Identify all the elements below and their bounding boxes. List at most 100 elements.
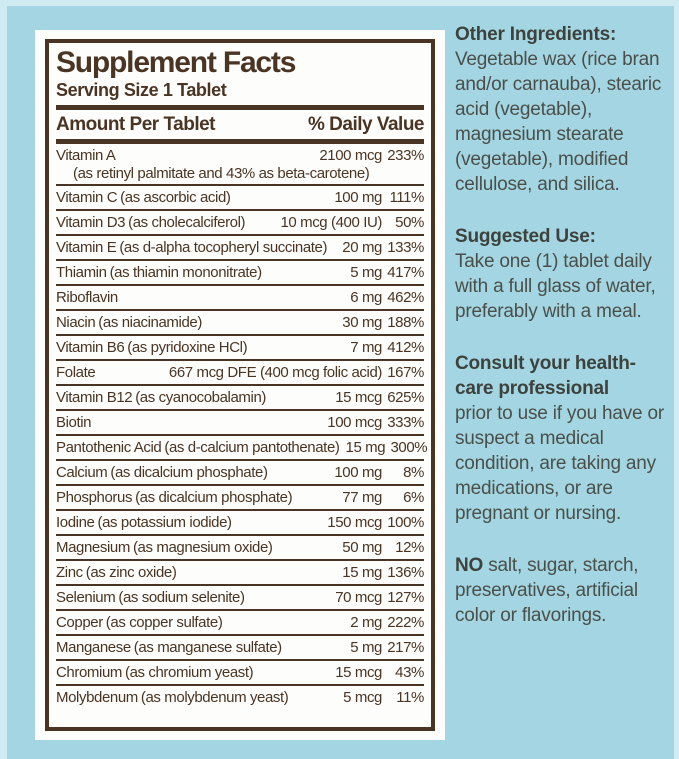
table-row: Selenium (as sodium selenite) 70 mcg 127… xyxy=(56,586,424,611)
supplement-facts-title: Supplement Facts xyxy=(56,46,296,79)
nutrient-form: (as thiamin mononitrate) xyxy=(109,264,263,281)
nutrient-form: (as sodium selenite) xyxy=(118,589,245,606)
table-row: Riboflavin 6 mg 462% xyxy=(56,286,424,311)
nutrient-amount: 20 mg xyxy=(342,239,382,256)
nutrient-amount: 15 mg xyxy=(345,439,386,456)
nutrient-dv: 462% xyxy=(387,289,424,306)
table-row: Calcium (as dicalcium phosphate) 100 mg … xyxy=(56,461,424,486)
supplement-facts-panel: Supplement Facts Serving Size 1 Tablet A… xyxy=(35,30,445,740)
table-header: Amount Per Tablet % Daily Value xyxy=(56,110,425,139)
nutrient-name: Folate xyxy=(56,364,96,381)
nutrient-amount: 100 mcg xyxy=(327,414,382,431)
nutrient-name: Vitamin E xyxy=(56,239,117,256)
divider-thick-top xyxy=(56,105,424,110)
sidebar-text: Other Ingredients: Vegetable wax (rice b… xyxy=(455,22,672,655)
nutrient-form: (as dicalcium phosphate) xyxy=(135,489,293,506)
suggested-use-text: Take one (1) tablet daily with a full gl… xyxy=(455,251,656,322)
table-row: Copper (as copper sulfate) 2 mg 222% xyxy=(56,611,424,636)
nutrient-form: (as dicalcium phosphate) xyxy=(110,464,268,481)
nutrient-form: (as copper sulfate) xyxy=(105,614,223,631)
nutrient-name: Copper xyxy=(56,614,103,631)
nutrient-dv: 300% xyxy=(390,439,428,456)
nutrient-amount: 30 mg xyxy=(342,314,382,331)
nutrient-dv: 133% xyxy=(387,239,424,256)
nutrient-dv: 417% xyxy=(387,264,424,281)
nutrient-amount: 50 mg xyxy=(342,539,382,556)
nutrient-name: Vitamin D3 xyxy=(56,214,126,231)
nutrient-form: (as d-calcium pantothenate) xyxy=(164,439,340,456)
divider-thick-header xyxy=(56,139,424,144)
nutrient-dv: 43% xyxy=(395,664,424,681)
nutrient-name: Molybdenum xyxy=(56,689,138,706)
nutrient-dv: 333% xyxy=(387,414,424,431)
nutrient-form: (as ascorbic acid) xyxy=(120,189,231,206)
nutrient-name: Thiamin xyxy=(56,264,107,281)
no-additives-text: salt, sugar, starch, preservatives, arti… xyxy=(455,555,639,626)
nutrient-dv: 167% xyxy=(387,364,424,381)
nutrient-name: Magnesium xyxy=(56,539,130,556)
nutrient-form: (as magnesium oxide) xyxy=(132,539,273,556)
nutrient-name: Riboflavin xyxy=(56,289,118,306)
nutrient-name: Selenium xyxy=(56,589,116,606)
nutrient-name: Biotin xyxy=(56,414,92,431)
nutrient-amount: 2100 mcg xyxy=(319,147,382,164)
suggested-use-heading: Suggested Use: xyxy=(455,226,596,247)
table-row: Vitamin D3 (as cholecalciferol) 10 mcg (… xyxy=(56,211,424,236)
table-row: Zinc (as zinc oxide) 15 mg 136% xyxy=(56,561,424,586)
nutrient-amount: 10 mcg (400 IU) xyxy=(280,214,382,231)
nutrient-form: (as chromium yeast) xyxy=(124,664,254,681)
table-row: Manganese (as manganese sulfate) 5 mg 21… xyxy=(56,636,424,661)
table-row: Chromium (as chromium yeast) 15 mcg 43% xyxy=(56,661,424,686)
no-additives-bold: NO xyxy=(455,555,484,576)
table-row: Phosphorus (as dicalcium phosphate) 77 m… xyxy=(56,486,424,511)
nutrient-name: Pantothenic Acid xyxy=(56,439,162,456)
table-row: Molybdenum (as molybdenum yeast) 5 mcg 1… xyxy=(56,686,424,709)
table-row: Thiamin (as thiamin mononitrate) 5 mg 41… xyxy=(56,261,424,286)
serving-size: Serving Size 1 Tablet xyxy=(56,80,227,100)
nutrient-amount: 2 mg xyxy=(350,614,382,631)
table-row: Biotin 100 mcg 333% xyxy=(56,411,424,436)
other-ingredients-heading: Other Ingredients: xyxy=(455,24,617,45)
nutrient-amount: 7 mg xyxy=(350,339,382,356)
nutrient-amount: 150 mcg xyxy=(327,514,382,531)
table-row: Vitamin A 2100 mcg 233% (as retinyl palm… xyxy=(56,144,424,186)
nutrient-dv: 188% xyxy=(387,314,424,331)
nutrient-amount: 5 mg xyxy=(350,264,382,281)
nutrient-amount: 15 mcg xyxy=(335,664,382,681)
nutrient-dv: 136% xyxy=(387,564,424,581)
nutrient-form: (as potassium iodide) xyxy=(97,514,232,531)
nutrient-name: Vitamin B12 xyxy=(56,389,133,406)
nutrient-name: Chromium xyxy=(56,664,122,681)
nutrient-dv: 6% xyxy=(403,489,424,506)
nutrient-dv: 111% xyxy=(389,189,424,206)
table-row: Vitamin B12 (as cyanocobalamin) 15 mcg 6… xyxy=(56,386,424,411)
nutrient-name: Manganese xyxy=(56,639,131,656)
nutrient-amount: 5 mg xyxy=(350,639,382,656)
table-row: Vitamin C (as ascorbic acid) 100 mg 111% xyxy=(56,186,424,211)
consult-text: prior to use if you have or suspect a me… xyxy=(455,403,664,524)
nutrient-amount: 15 mcg xyxy=(335,389,382,406)
nutrient-form: (as d-alpha tocopheryl succinate) xyxy=(119,239,328,256)
nutrient-dv: 217% xyxy=(387,639,424,656)
nutrient-amount: 100 mg xyxy=(334,464,382,481)
table-row: Vitamin B6 (as pyridoxine HCl) 7 mg 412% xyxy=(56,336,424,361)
nutrient-amount: 667 mcg DFE (400 mcg folic acid) xyxy=(168,364,383,381)
no-additives-block: NO salt, sugar, starch, preservatives, a… xyxy=(455,553,672,628)
nutrient-form: (as zinc oxide) xyxy=(85,564,177,581)
nutrient-amount: 70 mcg xyxy=(335,589,382,606)
nutrient-amount: 77 mg xyxy=(342,489,382,506)
nutrient-dv: 100% xyxy=(387,514,424,531)
nutrient-name: Phosphorus xyxy=(56,489,133,506)
nutrient-name: Calcium xyxy=(56,464,108,481)
nutrient-form: (as niacinamide) xyxy=(98,314,202,331)
nutrient-form: (as cyanocobalamin) xyxy=(135,389,267,406)
nutrient-dv: 12% xyxy=(395,539,424,556)
suggested-use-block: Suggested Use: Take one (1) tablet daily… xyxy=(455,224,672,324)
nutrient-form: (as cholecalciferol) xyxy=(128,214,246,231)
other-ingredients-text: Vegetable wax (rice bran and/or carnauba… xyxy=(455,49,662,195)
nutrient-name: Zinc xyxy=(56,564,83,581)
table-row: Niacin (as niacinamide) 30 mg 188% xyxy=(56,311,424,336)
consult-block: Consult your health-care professional pr… xyxy=(455,351,672,526)
nutrient-name: Vitamin A xyxy=(56,147,116,164)
